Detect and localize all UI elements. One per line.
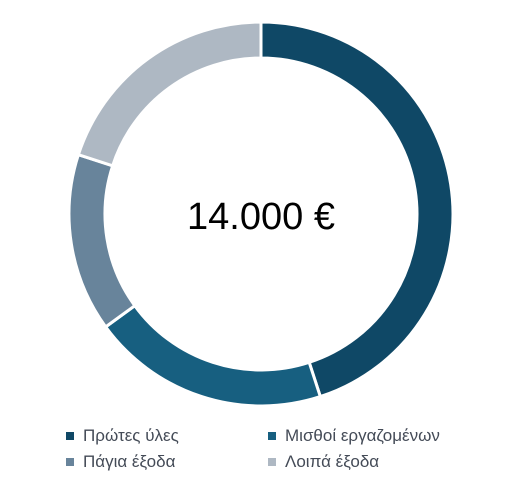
legend-swatch-4 — [268, 458, 276, 466]
legend-label-1: Πρώτες ύλες — [83, 426, 179, 445]
legend-swatch-1 — [66, 432, 74, 440]
legend-label-4: Λοιπά έξοδα — [285, 452, 379, 471]
legend-label-2: Μισθοί εργαζομένων — [285, 426, 440, 445]
total-amount-label: 14.000 € — [187, 196, 335, 238]
chart-legend: Πρώτες ύλες Μισθοί εργαζομένων Πάγια έξοδα… — [66, 426, 440, 471]
donut-slices — [67, 20, 455, 408]
donut-slice-3 — [67, 152, 137, 329]
legend-swatch-3 — [66, 458, 74, 466]
donut-slice-2 — [103, 303, 323, 408]
legend-label-3: Πάγια έξοδα — [83, 452, 176, 471]
donut-slice-4 — [76, 20, 263, 168]
legend-swatch-2 — [268, 432, 276, 440]
donut-slice-1 — [259, 20, 455, 399]
